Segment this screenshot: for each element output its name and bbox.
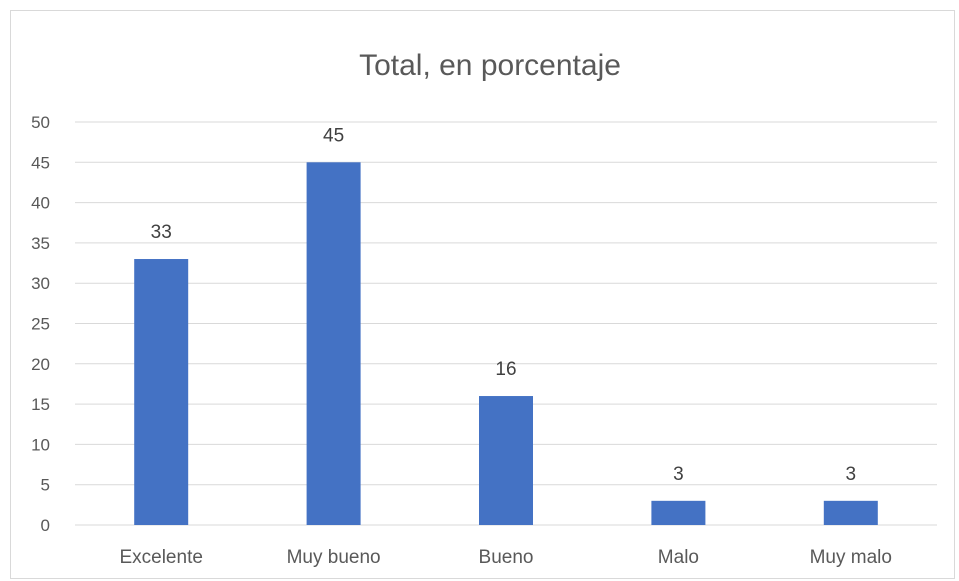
gridlines — [75, 121, 937, 526]
x-category-label: Muy malo — [810, 547, 892, 568]
x-category-label: Malo — [658, 547, 699, 568]
x-category-label: Excelente — [119, 547, 202, 568]
x-category-label: Bueno — [479, 547, 534, 568]
data-label: 16 — [495, 359, 516, 380]
y-tick-label: 0 — [41, 516, 50, 535]
bar-muy-malo — [823, 500, 878, 525]
data-label: 3 — [846, 464, 857, 485]
x-category-label: Muy bueno — [287, 547, 381, 568]
data-label: 33 — [151, 222, 172, 243]
bar-excelente — [134, 259, 189, 525]
bars — [134, 162, 878, 526]
y-tick-label: 30 — [31, 274, 50, 293]
y-tick-label: 15 — [31, 395, 50, 414]
y-tick-label: 25 — [31, 315, 50, 334]
chart-title: Total, en porcentaje — [359, 49, 621, 82]
y-tick-label: 5 — [41, 476, 50, 495]
bar-muy-bueno — [306, 162, 361, 526]
y-axis-ticks: 0 5 10 15 20 25 30 35 40 45 50 — [31, 113, 50, 535]
y-tick-label: 35 — [31, 234, 50, 253]
data-label: 3 — [673, 464, 684, 485]
y-tick-label: 40 — [31, 194, 50, 213]
bar-bueno — [479, 396, 533, 525]
x-axis-categories: Excelente Muy bueno Bueno Malo Muy malo — [119, 547, 892, 568]
data-label: 45 — [323, 125, 344, 146]
y-tick-label: 10 — [31, 435, 50, 454]
y-tick-label: 45 — [31, 153, 50, 172]
y-tick-label: 50 — [31, 113, 50, 132]
y-tick-label: 20 — [31, 355, 50, 374]
bar-malo — [651, 500, 706, 525]
